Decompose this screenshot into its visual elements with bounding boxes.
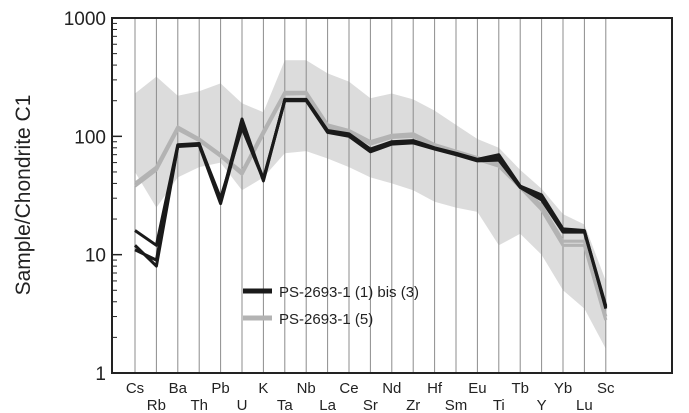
x-tick-label-la: La xyxy=(319,397,336,413)
x-tick-label-ba: Ba xyxy=(169,380,188,397)
y-tick-label-1: 1 xyxy=(95,364,106,385)
legend-label-grey: PS-2693-1 (5) xyxy=(279,311,373,328)
x-tick-label-hf: Hf xyxy=(427,380,443,397)
y-tick-label-10: 10 xyxy=(85,246,106,267)
y-tick-label-100: 100 xyxy=(74,127,106,148)
x-tick-label-k: K xyxy=(258,380,268,397)
x-tick-label-sc: Sc xyxy=(597,380,615,397)
x-tick-label-yb: Yb xyxy=(554,380,572,397)
x-tick-label-sr: Sr xyxy=(363,397,378,413)
x-tick-label-ta: Ta xyxy=(277,397,294,413)
x-tick-label-th: Th xyxy=(190,397,208,413)
x-tick-label-tb: Tb xyxy=(511,380,529,397)
range-band xyxy=(135,60,606,349)
x-tick-label-pb: Pb xyxy=(211,380,229,397)
x-tick-label-eu: Eu xyxy=(468,380,486,397)
series-line-dark-3 xyxy=(134,98,608,307)
x-tick-label-y: Y xyxy=(537,397,547,413)
vertical-gridlines xyxy=(134,18,607,373)
legend: PS-2693-1 (1) bis (3) PS-2693-1 (5) xyxy=(243,284,419,328)
y-axis-ticks: 1 10 100 1000 xyxy=(64,9,122,385)
x-tick-label-nb: Nb xyxy=(297,380,316,397)
x-tick-label-sm: Sm xyxy=(445,397,468,413)
x-tick-label-rb: Rb xyxy=(147,397,166,413)
x-tick-label-lu: Lu xyxy=(576,397,593,413)
x-tick-label-ce: Ce xyxy=(339,380,358,397)
x-tick-label-u: U xyxy=(237,397,248,413)
x-tick-label-zr: Zr xyxy=(406,397,420,413)
legend-label-dark: PS-2693-1 (1) bis (3) xyxy=(279,284,419,301)
series-lines-layer xyxy=(133,90,608,321)
y-axis-label: Sample/Chondrite C1 xyxy=(12,95,35,296)
series-line-grey-2 xyxy=(134,91,608,321)
x-tick-label-cs: Cs xyxy=(126,380,144,397)
x-tick-label-nd: Nd xyxy=(382,380,401,397)
x-tick-label-ti: Ti xyxy=(493,397,505,413)
y-tick-label-1000: 1000 xyxy=(64,9,106,30)
plot-frame xyxy=(111,17,673,374)
range-band-layer xyxy=(135,60,606,349)
